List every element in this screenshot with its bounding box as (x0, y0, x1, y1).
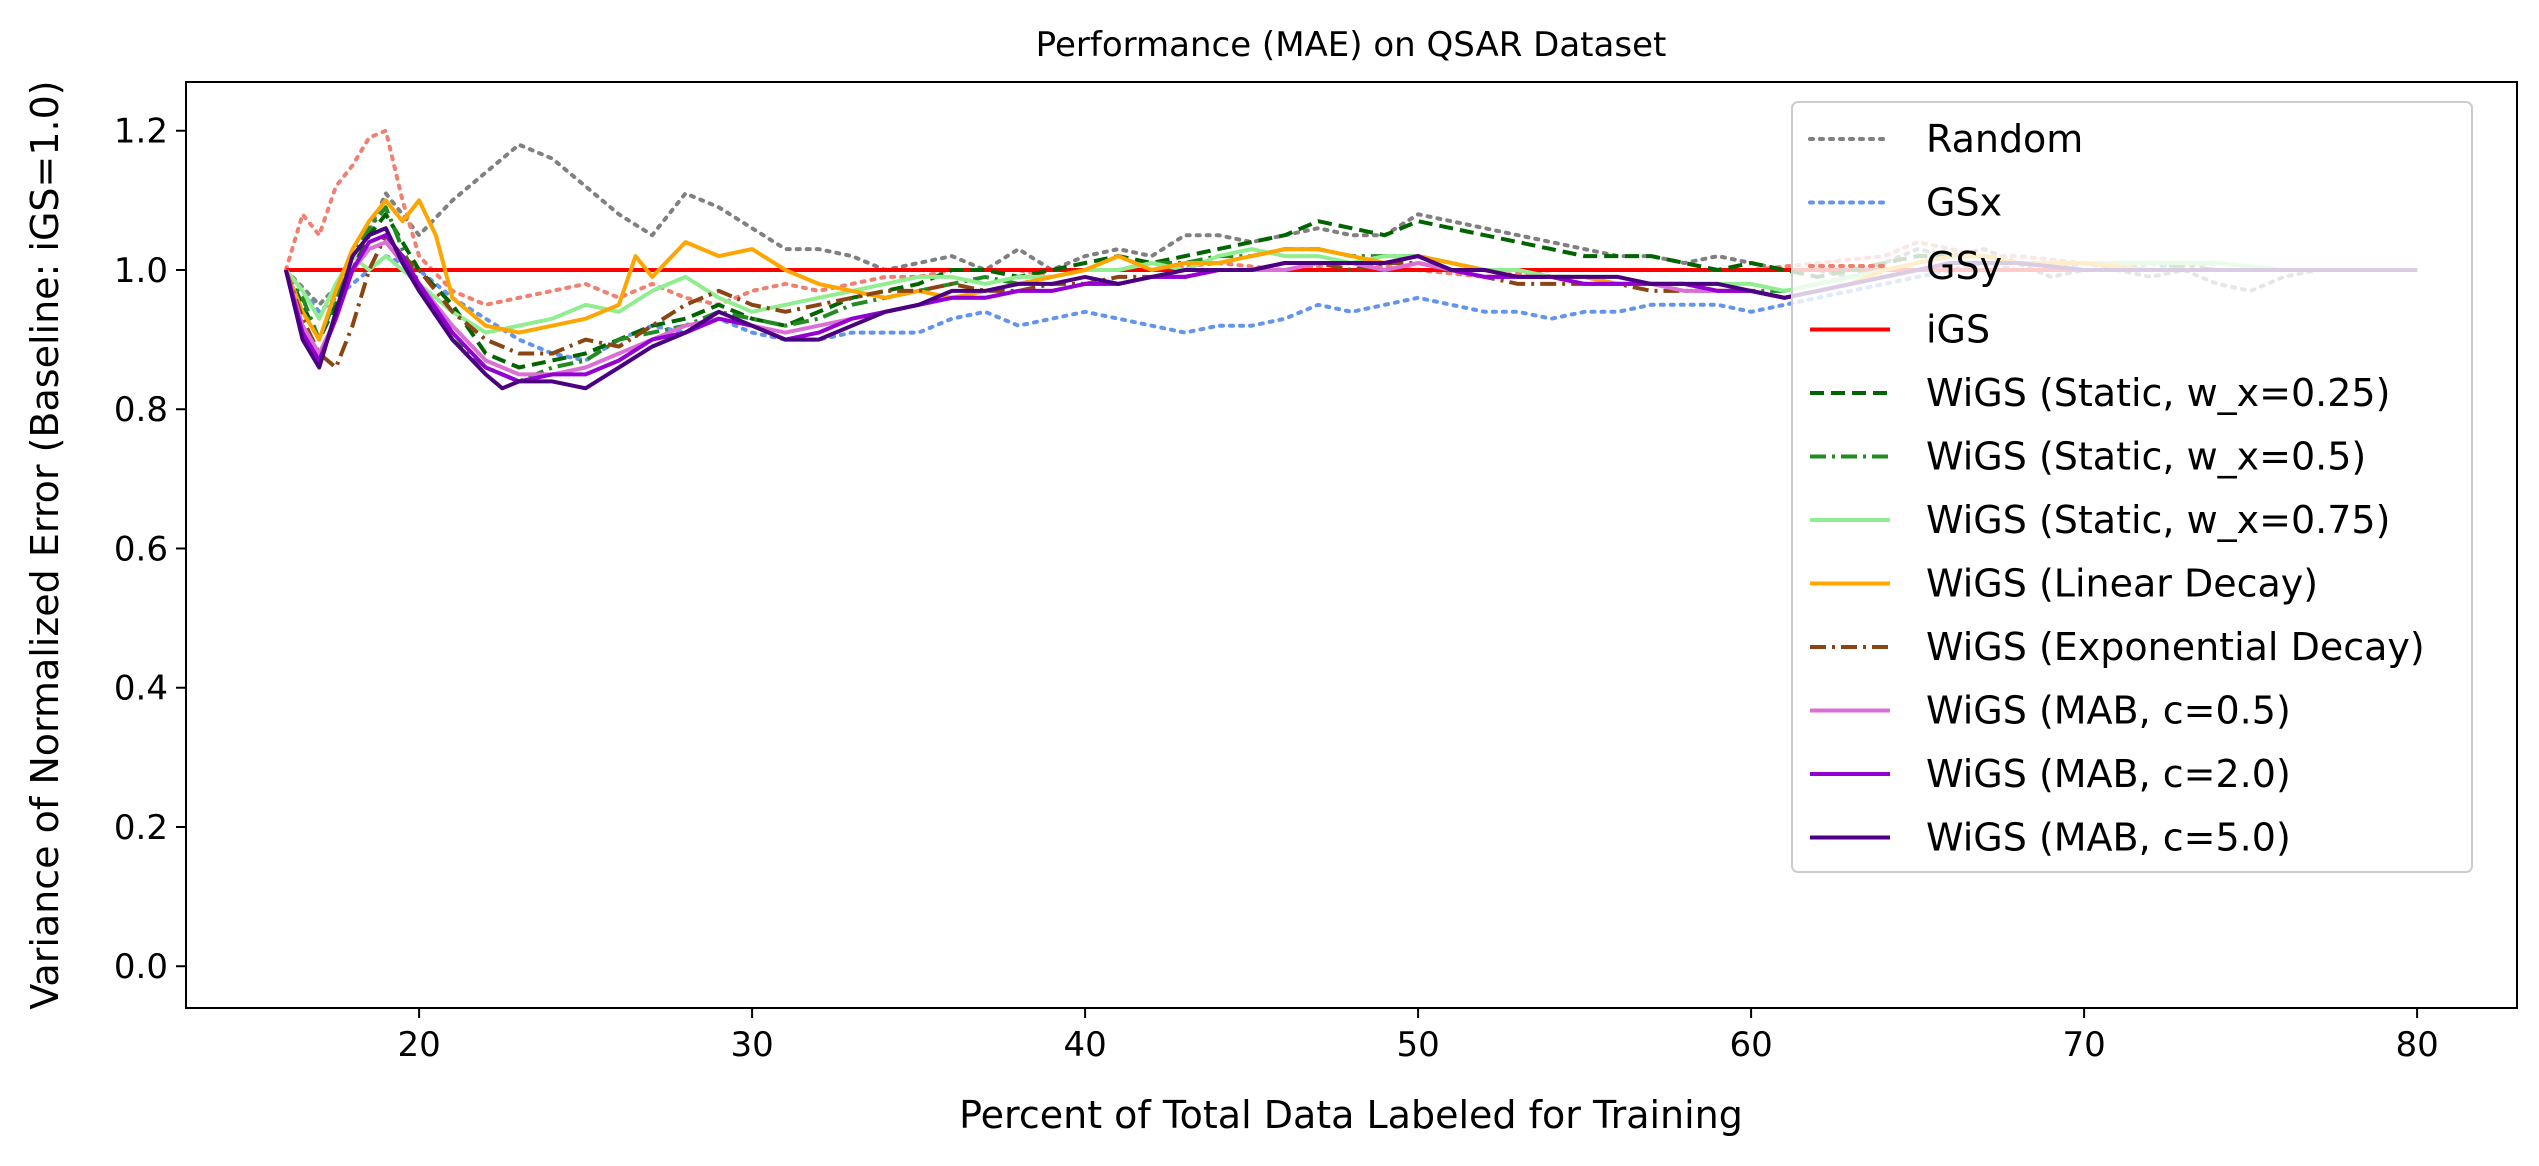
plot-frame (185, 81, 2518, 1009)
x-tick-label: 30 (730, 1025, 773, 1065)
legend-label: WiGS (Linear Decay) (1926, 562, 2318, 606)
legend-item-gsy: GSy (1808, 244, 2002, 288)
x-tick-label: 50 (1396, 1025, 1439, 1065)
legend-item-wigs-static-w-x-0-5: WiGS (Static, w_x=0.5) (1810, 435, 2366, 479)
legend-item-random: Random (1808, 117, 2083, 161)
legend-item-igs: iGS (1810, 308, 1990, 352)
legend-label: WiGS (Static, w_x=0.5) (1926, 435, 2366, 479)
x-axis: 20 30 40 50 60 70 80 (397, 1008, 2439, 1065)
legend-label: iGS (1926, 308, 1990, 352)
legend-label: WiGS (MAB, c=0.5) (1926, 689, 2291, 733)
y-tick-label: 0.0 (114, 947, 168, 987)
y-tick-label: 0.6 (114, 529, 168, 569)
legend-label: WiGS (Static, w_x=0.25) (1926, 371, 2390, 415)
x-axis-label: Percent of Total Data Labeled for Traini… (959, 1093, 1743, 1137)
legend-item-wigs-static-w-x-0-25: WiGS (Static, w_x=0.25) (1810, 371, 2390, 415)
legend-label: WiGS (Static, w_x=0.75) (1926, 498, 2390, 542)
y-tick-label: 1.0 (114, 251, 168, 291)
legend-item-wigs-static-w-x-0-75: WiGS (Static, w_x=0.75) (1810, 498, 2390, 542)
x-tick-label: 70 (2062, 1025, 2105, 1065)
y-tick-label: 0.4 (114, 669, 168, 709)
legend-label: GSy (1926, 244, 2002, 288)
legend-item-wigs-linear-decay: WiGS (Linear Decay) (1810, 562, 2318, 606)
legend-label: Random (1926, 117, 2083, 161)
legend-item-wigs-mab-c-2-0: WiGS (MAB, c=2.0) (1810, 752, 2291, 796)
y-axis: 0.0 0.2 0.4 0.6 0.8 1.0 1.2 (114, 112, 186, 987)
legend-item-wigs-mab-c-5-0: WiGS (MAB, c=5.0) (1810, 816, 2291, 860)
y-tick-label: 1.2 (114, 112, 168, 152)
legend-box (1791, 101, 2473, 873)
legend-label: WiGS (MAB, c=5.0) (1926, 816, 2291, 860)
x-tick-label: 80 (2395, 1025, 2438, 1065)
x-tick-label: 40 (1063, 1025, 1106, 1065)
y-tick-label: 0.8 (114, 390, 168, 430)
legend-item-wigs-exponential-decay: WiGS (Exponential Decay) (1810, 625, 2425, 669)
legend-item-wigs-mab-c-0-5: WiGS (MAB, c=0.5) (1810, 689, 2291, 733)
x-tick-label: 60 (1729, 1025, 1772, 1065)
legend-label: WiGS (MAB, c=2.0) (1926, 752, 2291, 796)
legend-label: GSx (1926, 181, 2002, 225)
y-axis-label: Variance of Normalized Error (Baseline: … (23, 80, 67, 1009)
legend-item-gsx: GSx (1808, 181, 2002, 225)
x-tick-label: 20 (397, 1025, 440, 1065)
legend-label: WiGS (Exponential Decay) (1926, 625, 2425, 669)
y-tick-label: 0.2 (114, 808, 168, 848)
chart-title: Performance (MAE) on QSAR Dataset (1036, 25, 1667, 65)
legend: Random GSx GSy iGS WiGS (Static, w_x=0.25) Wi… (1791, 101, 2473, 873)
